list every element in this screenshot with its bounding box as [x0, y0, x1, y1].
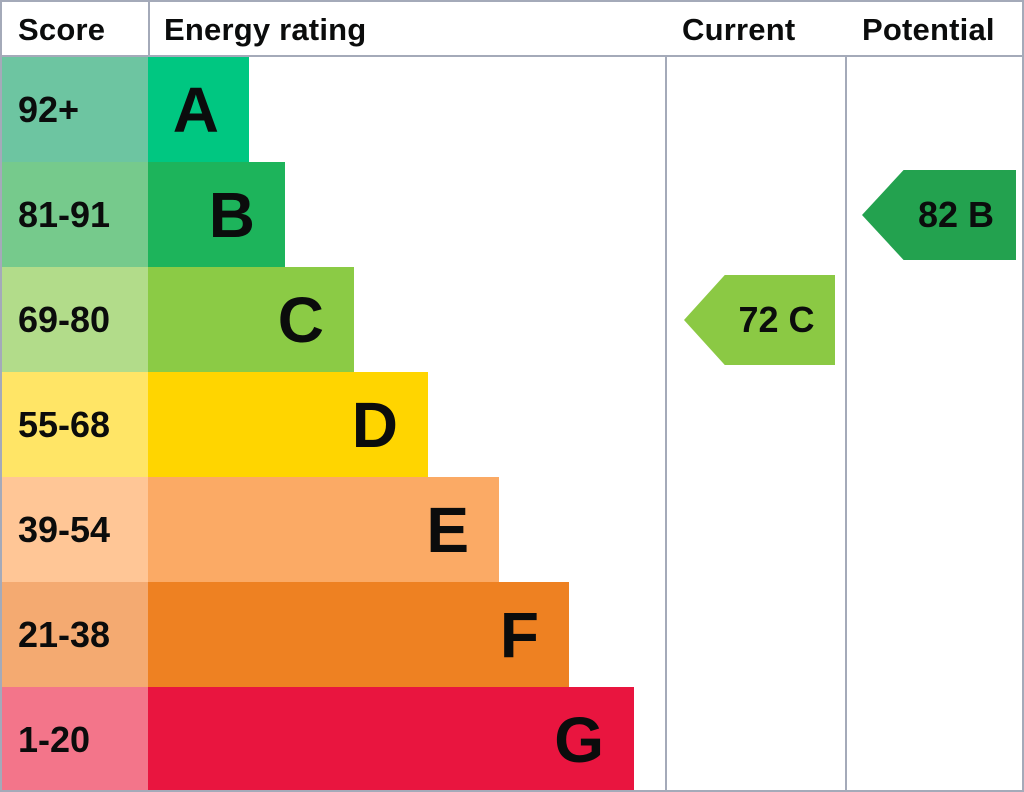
- column-header-potential: Potential: [862, 11, 995, 47]
- rating-bar-b: B: [148, 162, 285, 267]
- score-range-b: 81-91: [2, 162, 148, 267]
- rating-row-g: 1-20 G: [2, 687, 665, 790]
- rating-bar-a: A: [148, 57, 249, 162]
- current-rating-label: 72 C: [738, 299, 815, 340]
- rating-row-c: 69-80 C: [2, 267, 665, 372]
- table-header: Score Energy rating Current Potential: [2, 2, 1022, 57]
- score-range-d: 55-68: [2, 372, 148, 477]
- potential-rating-label: 82 B: [917, 194, 995, 235]
- score-range-c: 69-80: [2, 267, 148, 372]
- rating-row-f: 21-38 F: [2, 582, 665, 687]
- rating-row-d: 55-68 D: [2, 372, 665, 477]
- rating-bar-c: C: [148, 267, 354, 372]
- potential-column-divider: [845, 2, 847, 790]
- score-column-divider: [148, 2, 150, 57]
- score-range-e: 39-54: [2, 477, 148, 582]
- rating-row-e: 39-54 E: [2, 477, 665, 582]
- column-header-energy-rating: Energy rating: [164, 11, 367, 47]
- rating-bar-g: G: [148, 687, 634, 790]
- rating-bar-d: D: [148, 372, 428, 477]
- rating-row-a: 92+ A: [2, 57, 665, 162]
- column-header-current: Current: [682, 11, 796, 47]
- potential-rating-arrow: 82 B: [862, 170, 1016, 260]
- rating-bar-e: E: [148, 477, 499, 582]
- score-range-g: 1-20: [2, 687, 148, 790]
- column-header-score: Score: [18, 11, 106, 47]
- rating-rows: 92+ A 81-91 B 69-80 C 55-68 D 39-54 E 21-38 F 1-20 G: [2, 57, 665, 790]
- rating-bar-f: F: [148, 582, 569, 687]
- score-range-a: 92+: [2, 57, 148, 162]
- current-rating-arrow: 72 C: [684, 275, 835, 365]
- score-range-f: 21-38: [2, 582, 148, 687]
- rating-row-b: 81-91 B: [2, 162, 665, 267]
- current-column-divider: [665, 2, 667, 790]
